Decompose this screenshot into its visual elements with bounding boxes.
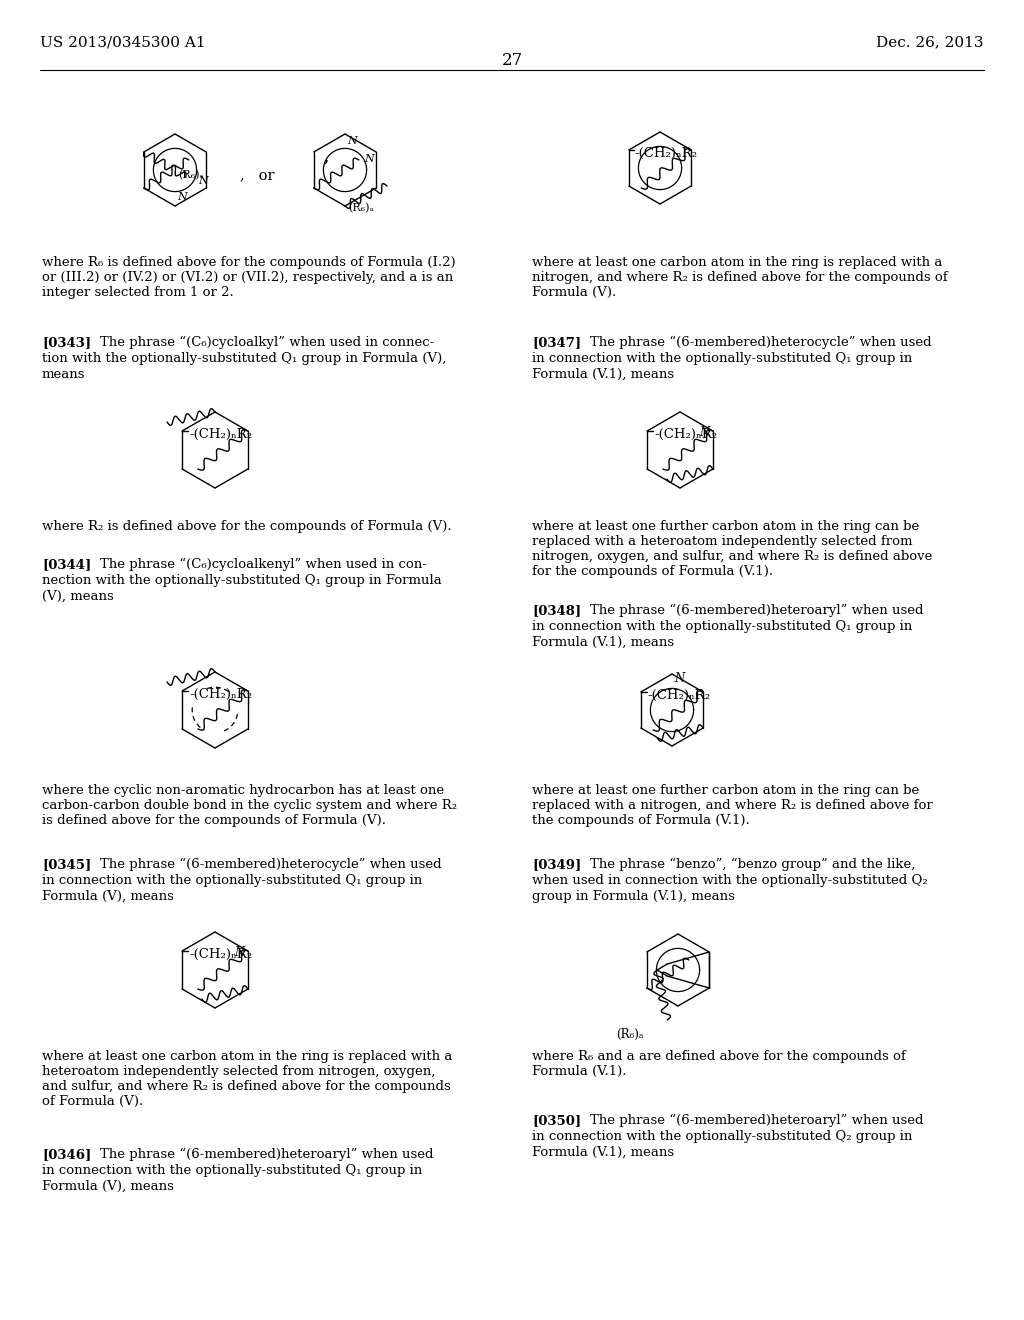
Text: (R₆)ₐ: (R₆)ₐ: [178, 170, 204, 181]
Text: where the cyclic non-aromatic hydrocarbon has at least one
carbon-carbon double : where the cyclic non-aromatic hydrocarbo…: [42, 784, 457, 828]
Text: N: N: [365, 154, 374, 164]
Text: Formula (V.1), means: Formula (V.1), means: [532, 636, 674, 649]
Text: tion with the optionally-substituted Q₁ group in Formula (V),: tion with the optionally-substituted Q₁ …: [42, 352, 446, 366]
Text: [0345]: [0345]: [42, 858, 91, 871]
Text: in connection with the optionally-substituted Q₁ group in: in connection with the optionally-substi…: [42, 1164, 422, 1177]
Text: Formula (V), means: Formula (V), means: [42, 890, 174, 903]
Text: The phrase “(6-membered)heterocycle” when used: The phrase “(6-membered)heterocycle” whe…: [100, 858, 441, 871]
Text: where R₂ is defined above for the compounds of Formula (V).: where R₂ is defined above for the compou…: [42, 520, 452, 533]
Text: [0346]: [0346]: [42, 1148, 91, 1162]
Text: (V), means: (V), means: [42, 590, 114, 603]
Text: -(CH₂)ₙR₂: -(CH₂)ₙR₂: [189, 948, 252, 961]
Text: [0349]: [0349]: [532, 858, 582, 871]
Text: Formula (V.1), means: Formula (V.1), means: [532, 1146, 674, 1159]
Text: Formula (V), means: Formula (V), means: [42, 1180, 174, 1193]
Text: [0348]: [0348]: [532, 605, 582, 616]
Text: [0343]: [0343]: [42, 337, 91, 348]
Text: The phrase “(6-membered)heteroaryl” when used: The phrase “(6-membered)heteroaryl” when…: [590, 605, 924, 618]
Text: means: means: [42, 368, 85, 381]
Text: N: N: [177, 191, 186, 202]
Text: Formula (V.1), means: Formula (V.1), means: [532, 368, 674, 381]
Text: N: N: [699, 426, 710, 440]
Text: group in Formula (V.1), means: group in Formula (V.1), means: [532, 890, 735, 903]
Text: -(CH₂)ₙR₂: -(CH₂)ₙR₂: [189, 688, 252, 701]
Text: where R₆ and a are defined above for the compounds of
Formula (V.1).: where R₆ and a are defined above for the…: [532, 1049, 906, 1078]
Text: -(CH₂)ₙR₂: -(CH₂)ₙR₂: [654, 428, 717, 441]
Text: Dec. 26, 2013: Dec. 26, 2013: [877, 36, 984, 49]
Text: The phrase “(6-membered)heteroaryl” when used: The phrase “(6-membered)heteroaryl” when…: [590, 1114, 924, 1127]
Text: -(CH₂)ₙR₂: -(CH₂)ₙR₂: [635, 147, 698, 160]
Text: [0350]: [0350]: [532, 1114, 582, 1127]
Text: where R₆ is defined above for the compounds of Formula (I.2)
or (III.2) or (IV.2: where R₆ is defined above for the compou…: [42, 256, 456, 300]
Text: (R₆)ₐ: (R₆)ₐ: [348, 203, 374, 214]
Text: The phrase “benzo”, “benzo group” and the like,: The phrase “benzo”, “benzo group” and th…: [590, 858, 915, 871]
Text: ,   or: , or: [240, 168, 274, 182]
Text: ,: ,: [324, 149, 329, 166]
Text: The phrase “(6-membered)heteroaryl” when used: The phrase “(6-membered)heteroaryl” when…: [100, 1148, 433, 1162]
Text: where at least one carbon atom in the ring is replaced with a
heteroatom indepen: where at least one carbon atom in the ri…: [42, 1049, 453, 1107]
Text: -(CH₂)ₙR₂: -(CH₂)ₙR₂: [189, 428, 252, 441]
Text: US 2013/0345300 A1: US 2013/0345300 A1: [40, 36, 206, 49]
Text: in connection with the optionally-substituted Q₂ group in: in connection with the optionally-substi…: [532, 1130, 912, 1143]
Text: N: N: [199, 176, 208, 186]
Text: nection with the optionally-substituted Q₁ group in Formula: nection with the optionally-substituted …: [42, 574, 441, 587]
Text: The phrase “(C₆)cycloalkenyl” when used in con-: The phrase “(C₆)cycloalkenyl” when used …: [100, 558, 427, 572]
Text: in connection with the optionally-substituted Q₁ group in: in connection with the optionally-substi…: [532, 620, 912, 634]
Text: when used in connection with the optionally-substituted Q₂: when used in connection with the optiona…: [532, 874, 928, 887]
Text: in connection with the optionally-substituted Q₁ group in: in connection with the optionally-substi…: [532, 352, 912, 366]
Text: where at least one further carbon atom in the ring can be
replaced with a nitrog: where at least one further carbon atom i…: [532, 784, 933, 828]
Text: -(CH₂)ₙR₂: -(CH₂)ₙR₂: [648, 689, 711, 701]
Text: [0344]: [0344]: [42, 558, 91, 572]
Text: where at least one further carbon atom in the ring can be
replaced with a hetero: where at least one further carbon atom i…: [532, 520, 933, 578]
Text: The phrase “(C₆)cycloalkyl” when used in connec-: The phrase “(C₆)cycloalkyl” when used in…: [100, 337, 434, 350]
Text: N: N: [674, 672, 684, 685]
Text: The phrase “(6-membered)heterocycle” when used: The phrase “(6-membered)heterocycle” whe…: [590, 337, 932, 350]
Text: N: N: [347, 136, 356, 147]
Text: N: N: [234, 946, 245, 960]
Text: (R₆)ₐ: (R₆)ₐ: [616, 1028, 644, 1041]
Text: 27: 27: [502, 51, 522, 69]
Text: in connection with the optionally-substituted Q₁ group in: in connection with the optionally-substi…: [42, 874, 422, 887]
Text: where at least one carbon atom in the ring is replaced with a
nitrogen, and wher: where at least one carbon atom in the ri…: [532, 256, 947, 300]
Text: [0347]: [0347]: [532, 337, 582, 348]
